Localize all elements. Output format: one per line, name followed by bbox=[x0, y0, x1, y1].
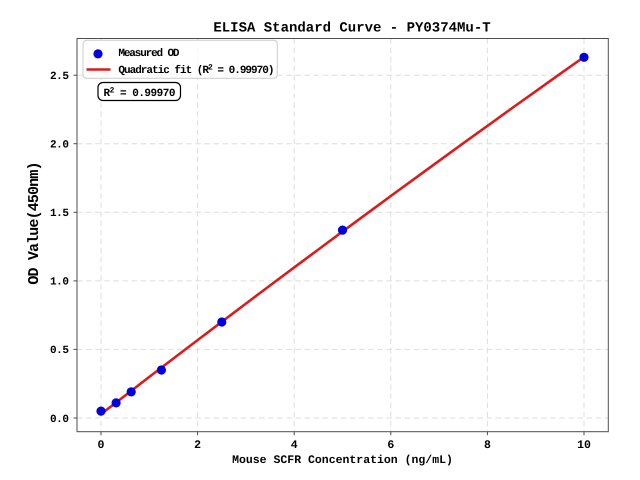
svg-text:Measured OD: Measured OD bbox=[118, 48, 180, 60]
svg-text:2: 2 bbox=[194, 439, 201, 452]
svg-text:6: 6 bbox=[387, 439, 394, 452]
svg-text:8: 8 bbox=[484, 439, 491, 452]
svg-text:1.5: 1.5 bbox=[50, 208, 69, 220]
svg-text:Quadratic fit (R2 = 0.99970): Quadratic fit (R2 = 0.99970) bbox=[118, 64, 273, 78]
svg-text:2.5: 2.5 bbox=[50, 71, 69, 83]
svg-text:ELISA Standard Curve - PY0374M: ELISA Standard Curve - PY0374Mu-T bbox=[213, 21, 490, 37]
svg-text:Mouse SCFR Concentration (ng/m: Mouse SCFR Concentration (ng/mL) bbox=[232, 454, 453, 467]
svg-text:2.0: 2.0 bbox=[50, 140, 68, 152]
svg-text:1.0: 1.0 bbox=[50, 277, 68, 289]
svg-text:0: 0 bbox=[98, 439, 105, 452]
svg-text:4: 4 bbox=[291, 439, 298, 452]
svg-text:0.0: 0.0 bbox=[50, 414, 68, 426]
svg-text:10: 10 bbox=[577, 439, 591, 452]
svg-text:0.5: 0.5 bbox=[50, 345, 69, 357]
svg-text:R2 = 0.99970: R2 = 0.99970 bbox=[104, 87, 175, 101]
svg-text:OD Value(450nm): OD Value(450nm) bbox=[26, 162, 43, 284]
